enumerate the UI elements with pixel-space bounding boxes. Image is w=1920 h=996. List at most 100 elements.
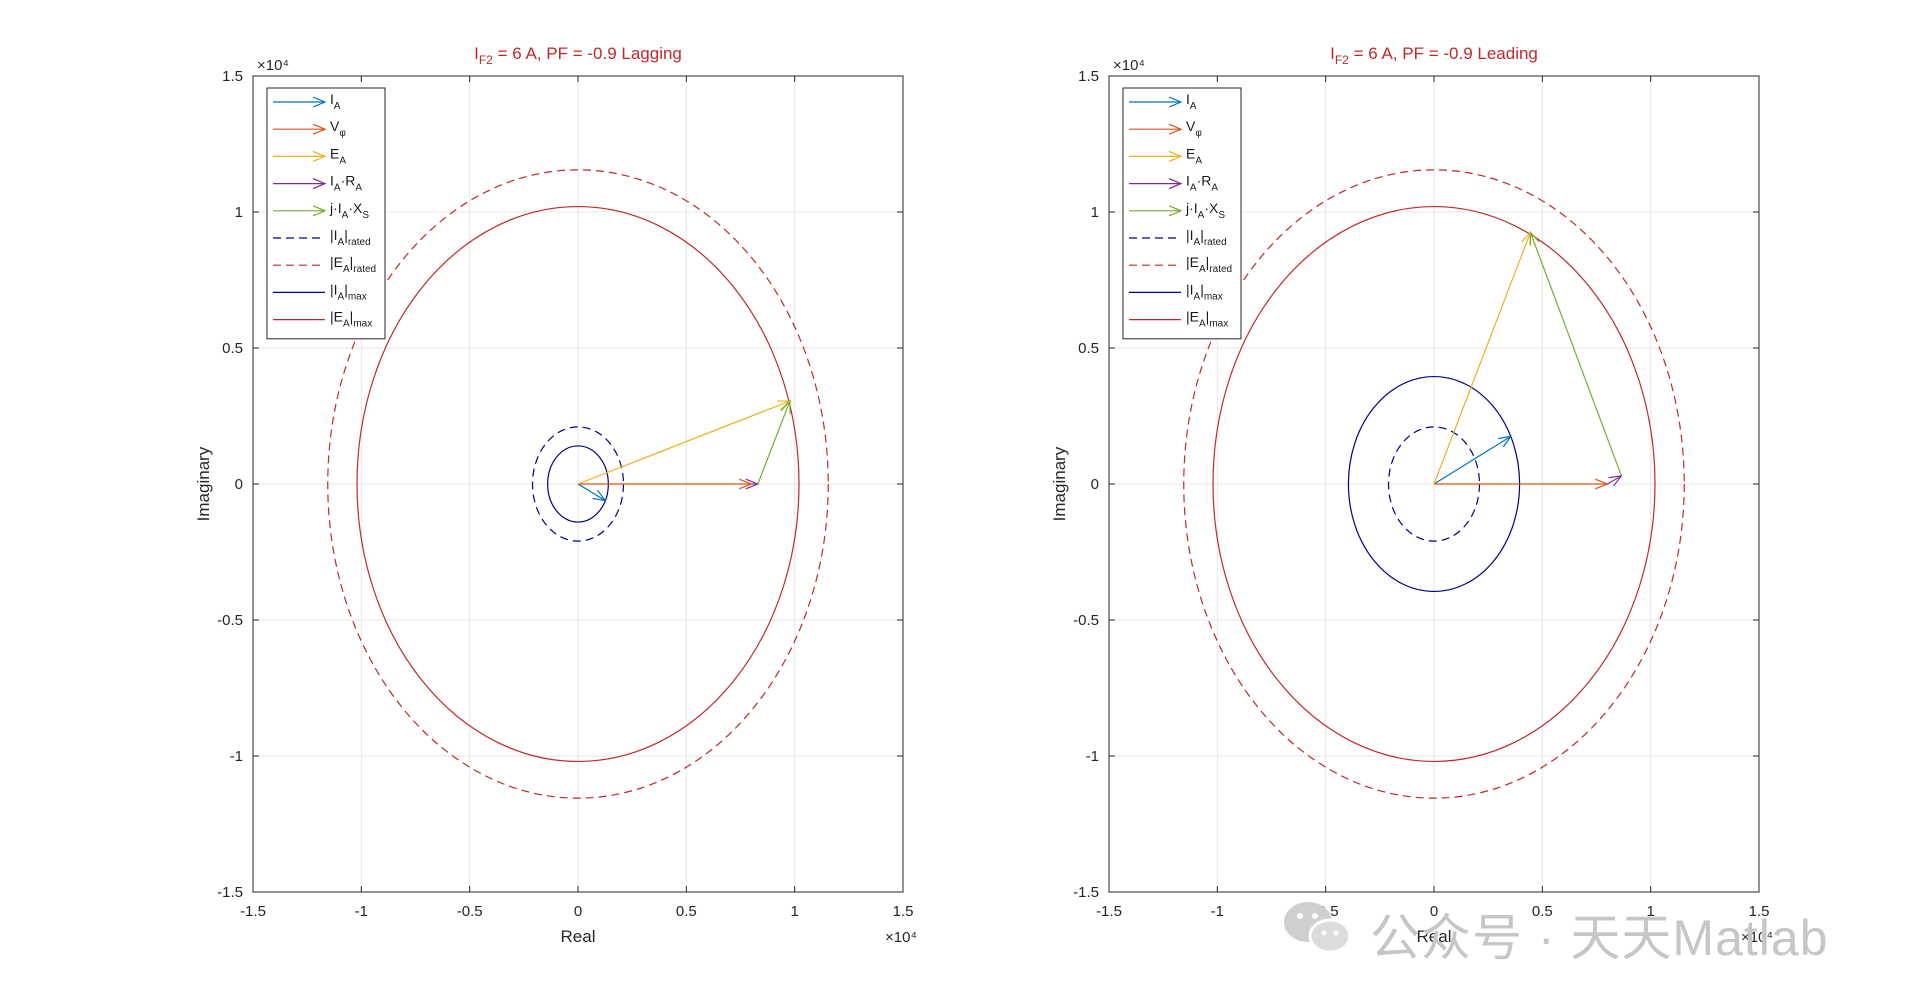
legend-item-5: |IA|rated	[1129, 227, 1227, 248]
phasor-i-a-shaft	[1433, 435, 1512, 485]
x-tick-label-0: -1.5	[240, 903, 266, 920]
legend-arrowhead-0	[312, 96, 327, 108]
legend-label-1: Vφ	[1186, 118, 1202, 139]
legend-item-6: |EA|rated	[1129, 254, 1232, 275]
y-axis-multiplier: ×10⁴	[1113, 57, 1145, 74]
y-tick-label-0: -1.5	[217, 884, 243, 901]
y-axis-label: Imaginary	[194, 446, 213, 521]
x-tick-label-6: 1.5	[893, 903, 914, 920]
phasor-e-a-shaft	[577, 400, 791, 485]
watermark-text: 公众号 · 天天Matlab	[1370, 910, 1829, 966]
x-tick-label-5: 1	[790, 903, 798, 920]
x-axis-label: Real	[561, 927, 596, 946]
legend-label-8: |EA|max	[1186, 309, 1228, 330]
legend-label-0: IA	[1186, 91, 1197, 112]
legend-label-2: EA	[1186, 145, 1202, 166]
y-tick-label-0: -1.5	[1073, 884, 1099, 901]
phasor-e-a-shaft	[1433, 232, 1531, 485]
y-tick-label-1: -1	[230, 748, 243, 765]
legend-arrowhead-3	[1168, 178, 1183, 190]
legend-item-1: Vφ	[1129, 118, 1202, 139]
y-axis-label: Imaginary	[1050, 446, 1069, 521]
legend-arrowhead-1	[312, 123, 327, 135]
y-tick-label-6: 1.5	[222, 68, 243, 85]
y-axis-multiplier: ×10⁴	[257, 57, 289, 74]
legend-item-8: |EA|max	[273, 309, 372, 330]
phasor-i-a-shaft	[577, 483, 606, 502]
circle-e-a-rated	[1183, 169, 1685, 799]
watermark: 公众号 · 天天Matlab	[1278, 892, 1898, 966]
circle-e-a-max	[356, 205, 800, 763]
wechat-icon	[1284, 902, 1352, 954]
phasor-i-a	[1433, 435, 1513, 485]
phasor-j-i-a-x-s-head	[780, 399, 791, 415]
legend-item-2: EA	[273, 145, 346, 166]
x-tick-label-1: -1	[1211, 903, 1224, 920]
legend-label-7: |IA|max	[330, 281, 367, 302]
legend-box	[266, 87, 386, 340]
x-tick-label-1: -1	[355, 903, 368, 920]
x-tick-label-3: 0	[574, 903, 582, 920]
legend-label-1: Vφ	[330, 118, 346, 139]
phasor-j-i-a-x-s-head	[1529, 230, 1540, 246]
y-tick-label-2: -0.5	[1073, 612, 1099, 629]
legend-box	[1122, 87, 1242, 340]
x-tick-label-4: 0.5	[676, 903, 697, 920]
circle-e-a-max	[1212, 205, 1656, 763]
y-tick-label-4: 0.5	[1078, 340, 1099, 357]
ticks: -1.5 -1 -0.5 0 0.5 1 1.5 -1.5 -1 -0.5 0 0.5 1 1.5	[217, 68, 913, 920]
x-tick-label-2: -0.5	[457, 903, 483, 920]
phasor-j-i-a-x-s-shaft	[757, 400, 791, 485]
x-tick-label-5: 1	[1646, 903, 1654, 920]
legend-label-7: |IA|max	[1186, 281, 1223, 302]
x-axis-multiplier: ×10⁴	[1741, 929, 1773, 946]
y-tick-label-4: 0.5	[222, 340, 243, 357]
legend-label-2: EA	[330, 145, 346, 166]
y-tick-label-1: -1	[1086, 748, 1099, 765]
ticks: -1.5-1-0.500.511.5-1.5-1-0.500.511.5	[1073, 68, 1769, 920]
y-tick-label-2: -0.5	[217, 612, 243, 629]
y-tick-label-3: 0	[235, 476, 243, 493]
legend-arrowhead-2	[312, 150, 327, 162]
phasor-j-i-a-x-s	[757, 399, 791, 485]
legend-label-0: IA	[330, 91, 341, 112]
phasor-i-a	[577, 483, 607, 502]
y-tick-label-5: 1	[1091, 204, 1099, 221]
legend-arrowhead-1	[1168, 123, 1183, 135]
legend-item-1: Vφ	[273, 118, 346, 139]
x-tick-label-0: -1.5	[1096, 903, 1122, 920]
chart-title: IF2 = 6 A, PF = -0.9 Leading	[1330, 44, 1538, 67]
phasor-i-a-head	[592, 489, 607, 502]
magnitude-circles	[1183, 169, 1685, 799]
legend-label-6: |EA|rated	[1186, 254, 1232, 275]
circle-e-a-rated	[327, 169, 829, 799]
legend-item-4: j·IA·XS	[273, 200, 369, 221]
phasor-j-i-a-x-s-shaft	[1529, 232, 1622, 477]
legend-label-5: |IA|rated	[330, 227, 371, 248]
legend-item-6: |EA|rated	[273, 254, 376, 275]
phasors	[1433, 230, 1623, 490]
phasor-i-a-r-a-shaft	[1607, 475, 1622, 485]
phasor-plot-1: -1.5 -1 -0.5 0 0.5 1 1.5 -1.5 -1 -0.5 0 0.5 1 1.5 ×10⁴…	[194, 44, 917, 946]
x-tick-label-3: 0	[1430, 903, 1438, 920]
legend-arrowhead-2	[1168, 150, 1183, 162]
legend-label-3: IA·RA	[1186, 173, 1218, 194]
phasors	[577, 399, 792, 502]
legend-arrowhead-3	[312, 178, 327, 190]
legend-item-3: IA·RA	[273, 173, 362, 194]
legend-item-0: IA	[273, 91, 341, 112]
legend-item-8: |EA|max	[1129, 309, 1228, 330]
phasor-i-a-head	[1498, 435, 1513, 448]
y-tick-label-6: 1.5	[1078, 68, 1099, 85]
legend-item-4: j·IA·XS	[1129, 200, 1225, 221]
legend-item-2: EA	[1129, 145, 1202, 166]
x-axis-label: Real	[1417, 927, 1452, 946]
legend-arrowhead-4	[312, 205, 327, 217]
legend-arrowhead-0	[1168, 96, 1183, 108]
y-tick-label-5: 1	[235, 204, 243, 221]
legend-item-3: IA·RA	[1129, 173, 1218, 194]
legend: IA Vφ EA IA·RA j·IA·XS |IA|rated |EA|rated |IA|…	[266, 87, 386, 340]
x-tick-label-4: 0.5	[1532, 903, 1553, 920]
x-tick-label-6: 1.5	[1749, 903, 1770, 920]
